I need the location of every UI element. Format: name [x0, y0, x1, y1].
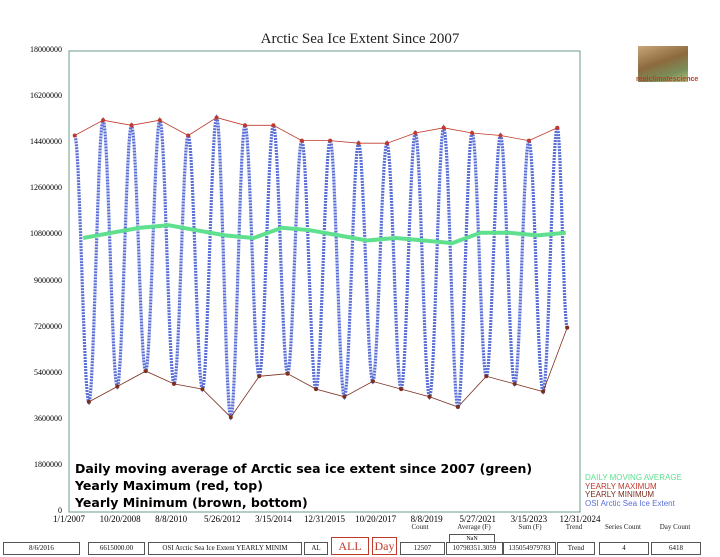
ice-extent-line — [73, 114, 569, 421]
stat-header-trend: Trend — [565, 523, 583, 531]
yearly-maximum-series — [72, 115, 560, 146]
yearly-minimum-point — [370, 379, 375, 384]
all-button[interactable]: ALL — [331, 537, 369, 555]
stat-header-day-count: Day Count — [659, 523, 691, 531]
moving-average-line — [82, 223, 566, 246]
annotation-line: Daily moving average of Arctic sea ice e… — [75, 461, 533, 476]
stat-header-series-count: Series Count — [605, 523, 641, 531]
x-tick-label: 12/31/2024 — [559, 514, 601, 524]
x-tick-label: 10/20/2017 — [355, 514, 397, 524]
yearly-minimum-point — [342, 394, 347, 399]
sum-field: 135054979783 — [503, 542, 556, 555]
yearly-maximum-point — [356, 141, 361, 146]
yearly-minimum-point — [455, 405, 460, 409]
yearly-maximum-point — [72, 133, 77, 138]
y-tick-label: 7200000 — [34, 321, 62, 331]
yearly-maximum-point — [186, 133, 191, 138]
yearly-minimum-point — [285, 371, 290, 376]
yearly-minimum-point — [565, 325, 570, 330]
yearly-maximum-point — [271, 123, 276, 128]
y-tick-label: 9000000 — [34, 275, 62, 285]
day-count-field: 6418 — [651, 542, 701, 555]
stat-header-sum: Sum (F) — [518, 523, 542, 531]
x-tick-label: 10/20/2008 — [99, 514, 141, 524]
yearly-maximum-point — [129, 123, 134, 128]
trend-field[interactable]: Trend — [557, 542, 595, 555]
yearly-maximum-point — [441, 125, 446, 130]
series-count-field: 4 — [599, 542, 649, 555]
yearly-minimum-point — [228, 415, 233, 420]
yearly-maximum-point — [157, 118, 162, 123]
count-field: 12507 — [400, 542, 445, 555]
x-tick-label: 1/1/2007 — [52, 514, 86, 524]
average-field: 10798351.3059 — [446, 542, 503, 555]
legend-item[interactable]: DAILY MOVING AVERAGE — [585, 473, 682, 482]
x-tick-label: 3/15/2023 — [510, 514, 548, 524]
x-tick-label: 5/27/2021 — [459, 514, 497, 524]
yearly-maximum-point — [413, 131, 418, 135]
moving-average-series — [82, 223, 566, 246]
yearly-minimum-point — [484, 374, 489, 379]
logo-text: realclimatescience — [636, 76, 699, 83]
y-tick-label: 0 — [58, 506, 62, 515]
x-tick-label: 3/15/2014 — [255, 514, 292, 524]
legend-item[interactable]: YEARLY MINIMUM — [585, 490, 655, 500]
date-field[interactable]: 8/6/2016 — [3, 542, 80, 555]
y-tick-label: 3600000 — [34, 413, 62, 423]
legend-item[interactable]: OSI Arctic Sea Ice Extent — [585, 498, 675, 508]
day-button[interactable]: Day — [372, 537, 397, 555]
y-tick-label: 18000000 — [30, 45, 62, 54]
x-tick-label: 5/26/2012 — [204, 514, 241, 524]
yearly-maximum-point — [101, 118, 106, 123]
yearly-minimum-point — [314, 387, 318, 392]
yearly-minimum-point — [115, 384, 120, 389]
yearly-minimum-point — [427, 394, 432, 399]
chart-title: Arctic Sea Ice Extent Since 2007 — [260, 31, 460, 47]
y-tick-label: 12600000 — [30, 183, 62, 193]
yearly-minimum-series — [86, 325, 570, 420]
y-tick-label: 1800000 — [34, 459, 62, 469]
plot-area-border — [68, 50, 581, 513]
yearly-maximum-point — [214, 115, 219, 120]
x-tick-label: 12/31/2015 — [303, 514, 346, 524]
yearly-minimum-point — [541, 389, 546, 394]
yearly-maximum-point — [498, 133, 503, 138]
yearly-minimum-point — [172, 381, 176, 386]
yearly-minimum-point — [200, 387, 205, 392]
yearly-minimum-point — [143, 369, 148, 374]
yearly-maximum-point — [299, 138, 304, 143]
yearly-minimum-point — [257, 374, 262, 379]
y-tick-label: 14400000 — [30, 137, 62, 147]
x-tick-label: 8/8/2010 — [155, 514, 188, 524]
yearly-maximum-line — [74, 117, 558, 144]
yearly-maximum-point — [328, 138, 333, 143]
legend-item[interactable]: YEARLY MAXIMUM — [585, 481, 657, 491]
legend: DAILY MOVING AVERAGE YEARLY MAXIMUM YEAR… — [585, 473, 682, 508]
yearly-maximum-point — [526, 138, 531, 143]
logo-image — [638, 46, 688, 82]
stat-header-average: Average (F) — [457, 523, 491, 531]
annotation-block: Daily moving average of Arctic sea ice e… — [75, 460, 532, 511]
yearly-minimum-point — [399, 387, 404, 392]
ice-extent-series — [73, 114, 569, 421]
al-field[interactable]: AL — [304, 542, 328, 555]
yearly-maximum-point — [243, 123, 247, 128]
stat-header-count: Count — [411, 523, 429, 531]
y-tick-label: 5400000 — [34, 367, 62, 377]
yearly-minimum-point — [86, 399, 91, 404]
yearly-minimum-line — [88, 327, 568, 418]
series-name-field[interactable]: OSI Arctic Sea Ice Extent YEARLY MINIM — [148, 542, 302, 555]
x-tick-label: 8/8/2019 — [410, 514, 443, 524]
y-tick-label: 10800000 — [30, 229, 62, 239]
yearly-minimum-point — [512, 381, 517, 386]
yearly-maximum-point — [470, 131, 475, 135]
annotation-line: Yearly Maximum (red, top) — [75, 478, 263, 493]
annotation-line: Yearly Minimum (brown, bottom) — [75, 495, 308, 510]
yearly-maximum-point — [555, 125, 560, 130]
yearly-maximum-point — [385, 141, 389, 146]
value-field[interactable]: 6615000.00 — [88, 542, 145, 555]
y-tick-label: 16200000 — [30, 91, 62, 101]
